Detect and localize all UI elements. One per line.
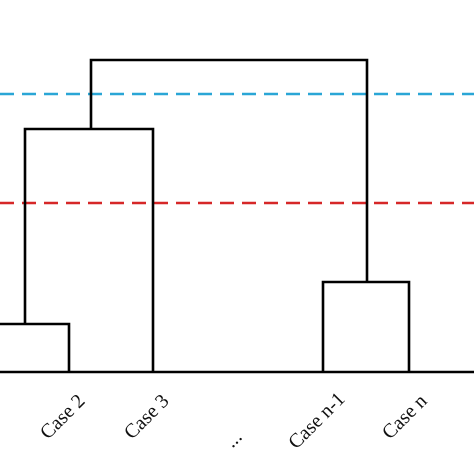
label-case-3: Case 3 bbox=[120, 390, 174, 444]
label-case-n: Case n bbox=[378, 390, 432, 444]
cluster-case-1-2 bbox=[0, 322, 71, 372]
cluster-case-n-1-n bbox=[321, 280, 411, 372]
label-case-n-minus-1: Case n-1 bbox=[284, 388, 349, 453]
cluster-root bbox=[89, 58, 369, 282]
cluster-cases-1-3 bbox=[23, 127, 155, 372]
label-case-2: Case 2 bbox=[36, 390, 90, 444]
label-ellipsis: ... bbox=[220, 426, 246, 452]
